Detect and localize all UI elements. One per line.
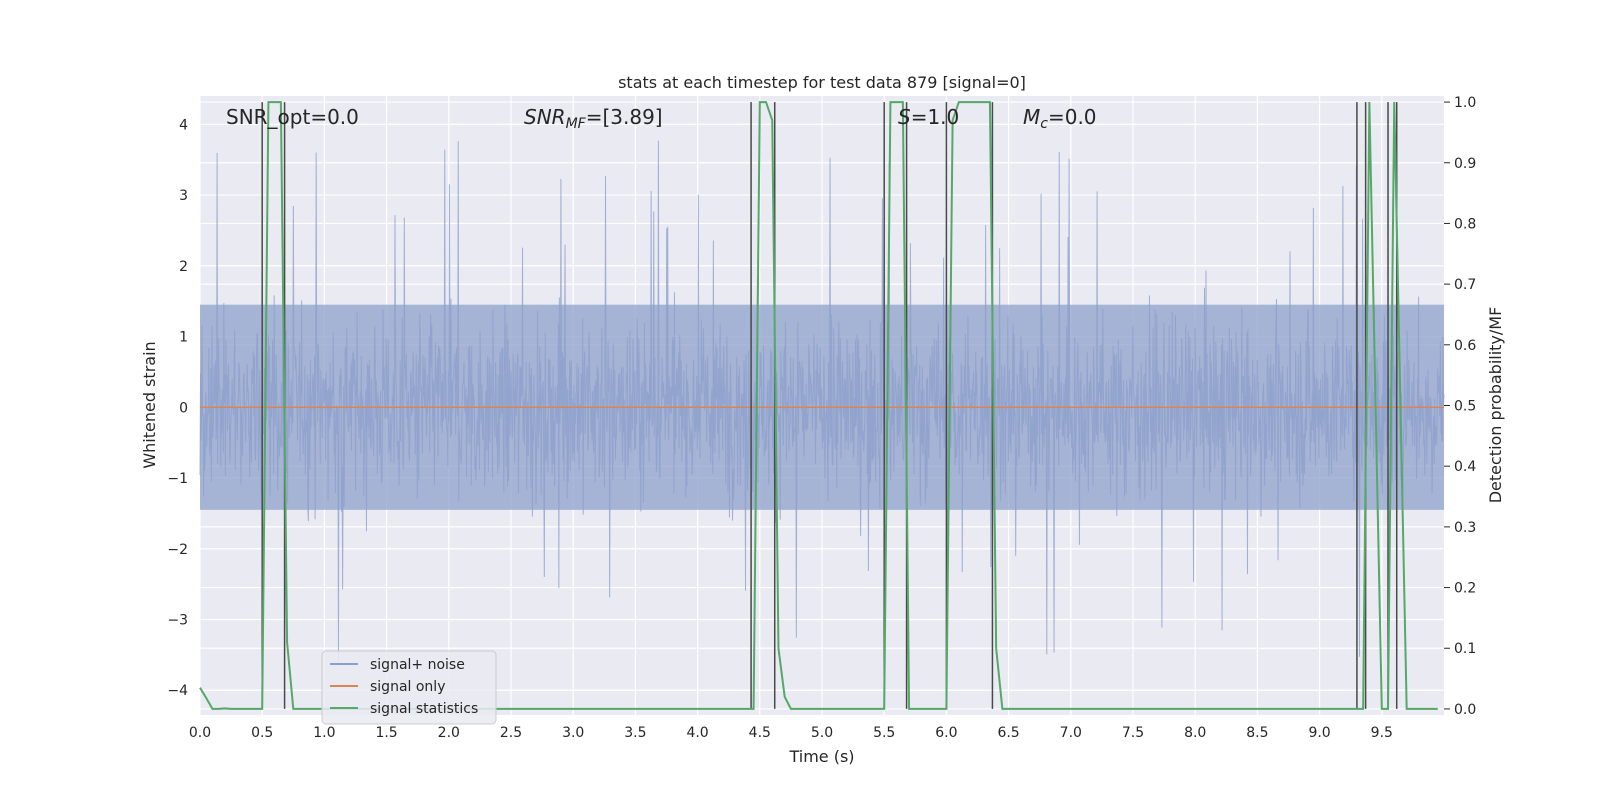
x-tick-label: 5.0 (811, 725, 833, 741)
x-tick-label: 2.5 (500, 725, 522, 741)
y-axis-left-label: Whitened strain (140, 341, 159, 468)
annotation-snr-mf: SNRMF=[3.89] (524, 105, 663, 132)
y-right-tick-label: 0.6 (1454, 338, 1476, 354)
y-left-tick-label: −2 (167, 542, 188, 558)
annotation-mc-subscript: c (1040, 116, 1048, 132)
x-tick-label: 6.0 (935, 725, 957, 741)
x-tick-label: 5.5 (873, 725, 895, 741)
annotation-s: S=1.0 (898, 105, 959, 129)
chart-title: stats at each timestep for test data 879… (618, 73, 1026, 92)
x-tick-label: 0.5 (251, 725, 273, 741)
x-tick-label: 1.5 (375, 725, 397, 741)
y-right-tick-label: 0.7 (1454, 277, 1476, 293)
x-tick-label: 2.0 (438, 725, 460, 741)
annotation-s-symbol: S (898, 105, 911, 129)
x-tick-label: 0.0 (189, 725, 211, 741)
y-left-tick-label: −3 (167, 612, 188, 628)
annotation-snr-mf-symbol: SNR (524, 105, 566, 129)
y-right-tick-label: 1.0 (1454, 95, 1476, 111)
x-tick-label: 7.5 (1122, 725, 1144, 741)
x-axis-ticks: 0.0 0.5 1.0 1.5 2.0 2.5 3.0 3.5 4.0 4.5 5.0 5.5 6.0 6… (189, 725, 1393, 741)
x-tick-label: 8.0 (1184, 725, 1206, 741)
y-left-tick-label: 3 (179, 188, 188, 204)
y-right-tick-label: 0.8 (1454, 216, 1476, 232)
x-tick-label: 3.0 (562, 725, 584, 741)
x-tick-label: 6.5 (997, 725, 1019, 741)
series-signal-statistics (199, 101, 1438, 710)
y-left-tick-label: 4 (179, 117, 188, 133)
y-axis-right-label: Detection probability/MF (1486, 307, 1505, 504)
x-tick-label: 9.5 (1371, 725, 1393, 741)
y-axis-right-ticks: 0.0 0.1 0.2 0.3 0.4 0.5 0.6 0.7 0.8 0.9 1.0 (1444, 95, 1476, 718)
statistics-line (199, 101, 1438, 710)
y-right-tick-label: 0.5 (1454, 399, 1476, 415)
y-left-tick-label: −1 (167, 471, 188, 487)
legend-label-signal-statistics: signal statistics (370, 701, 478, 717)
y-right-tick-label: 0.4 (1454, 459, 1476, 475)
x-tick-label: 8.5 (1246, 725, 1268, 741)
x-tick-label: 3.5 (624, 725, 646, 741)
y-left-tick-label: 1 (179, 330, 188, 346)
annotation-mc-value: =0.0 (1048, 105, 1097, 129)
y-right-tick-label: 0.3 (1454, 520, 1476, 536)
y-left-tick-label: 0 (179, 400, 188, 416)
y-left-tick-label: 2 (179, 259, 188, 275)
y-right-tick-label: 0.9 (1454, 156, 1476, 172)
y-left-tick-label: −4 (167, 683, 188, 699)
y-right-tick-label: 0.2 (1454, 581, 1476, 597)
legend-box (321, 650, 497, 725)
annotation-mc-symbol: M (1023, 105, 1040, 129)
y-axis-left-ticks: −4 −3 −2 −1 0 1 2 3 4 (167, 117, 188, 699)
annotation-snr-mf-subscript: MF (566, 116, 587, 132)
annotation-snr-mf-value: =[3.89] (586, 105, 663, 129)
x-tick-label: 7.0 (1060, 725, 1082, 741)
y-right-tick-label: 0.0 (1454, 702, 1476, 718)
x-tick-label: 4.0 (686, 725, 708, 741)
annotation-mc: Mc=0.0 (1023, 105, 1097, 132)
legend-label-signal-only: signal only (370, 679, 445, 695)
x-tick-label: 1.0 (313, 725, 335, 741)
x-axis-label: Time (s) (788, 747, 854, 766)
annotation-snr-opt: SNR_opt=0.0 (226, 105, 359, 129)
legend: signal+ noise signal only signal statist… (321, 650, 497, 725)
y-right-tick-label: 0.1 (1454, 641, 1476, 657)
annotation-s-value: =1.0 (911, 105, 960, 129)
legend-label-signal-noise: signal+ noise (370, 657, 465, 673)
x-tick-label: 9.0 (1308, 725, 1330, 741)
x-tick-label: 4.5 (749, 725, 771, 741)
